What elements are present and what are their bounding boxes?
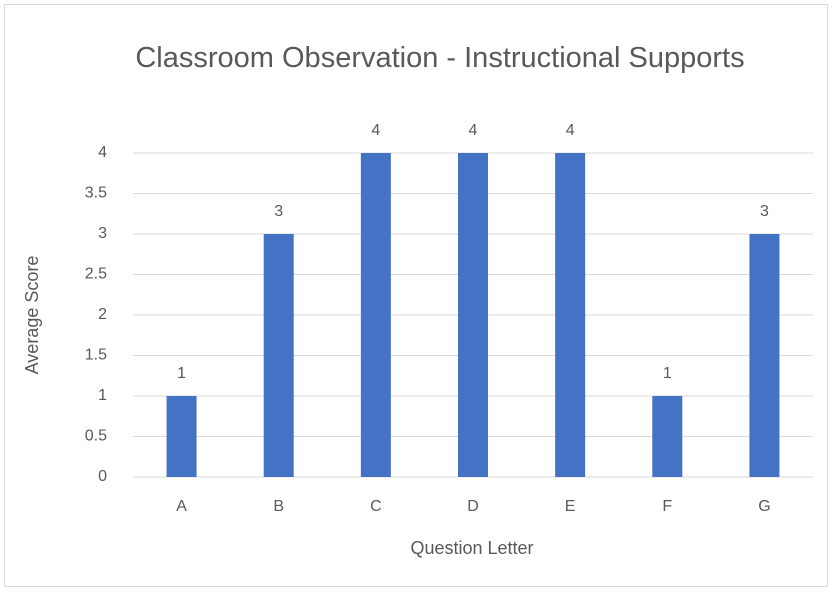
- y-tick-label: 3: [98, 225, 107, 242]
- x-tick-label: G: [758, 498, 770, 515]
- y-tick-label: 2: [98, 306, 107, 323]
- y-tick-label: 1: [98, 387, 107, 404]
- chart-border: [4, 4, 828, 587]
- bar: [458, 153, 488, 477]
- data-label: 4: [469, 122, 478, 139]
- x-tick-label: B: [273, 498, 284, 515]
- bar: [263, 234, 294, 477]
- data-label: 4: [566, 122, 575, 139]
- y-tick-label: 3.5: [85, 185, 107, 202]
- data-label: 3: [274, 203, 283, 220]
- x-tick-label: E: [565, 498, 576, 515]
- bar: [166, 396, 197, 477]
- x-tick-label: F: [662, 498, 672, 515]
- data-label: 3: [760, 203, 769, 220]
- x-axis-label: Question Letter: [410, 538, 533, 558]
- y-tick-label: 2.5: [85, 266, 107, 283]
- bar: [652, 396, 683, 477]
- y-tick-label: 4: [98, 144, 107, 161]
- y-axis-label: Average Score: [22, 256, 42, 375]
- y-tick-label: 0.5: [85, 428, 107, 445]
- y-tick-label: 1.5: [85, 347, 107, 364]
- data-label: 1: [663, 365, 672, 382]
- x-tick-label: D: [467, 498, 479, 515]
- data-label: 1: [177, 365, 186, 382]
- data-label: 4: [371, 122, 380, 139]
- chart-title: Classroom Observation - Instructional Su…: [135, 42, 745, 74]
- bar: [555, 153, 586, 477]
- bar: [749, 234, 780, 477]
- x-tick-label: C: [370, 498, 382, 515]
- y-tick-label: 0: [98, 468, 107, 485]
- x-tick-label: A: [176, 498, 187, 515]
- bar: [360, 153, 391, 477]
